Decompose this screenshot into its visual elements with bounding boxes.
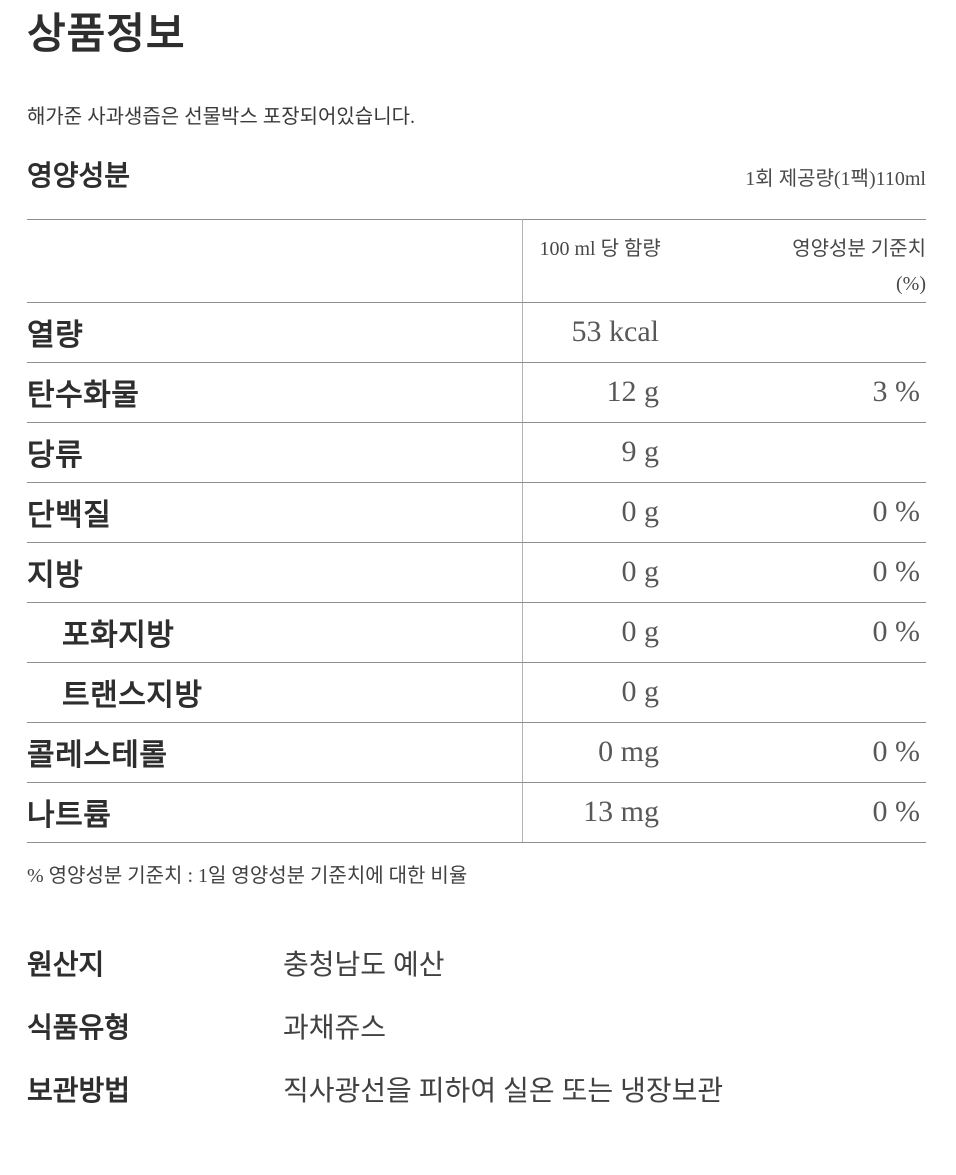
nutrition-row: 콜레스테롤 0 mg 0 % <box>27 722 926 783</box>
nutrient-amount: 0 g <box>521 542 704 603</box>
nutrient-percent <box>704 662 926 723</box>
nutrition-section-head: 영양성분 1회 제공량(1팩)110ml <box>27 160 926 194</box>
nutrient-amount: 13 mg <box>521 782 704 843</box>
nutrient-label: 지방 <box>27 542 522 603</box>
nutrient-amount: 0 mg <box>521 722 704 783</box>
nutrition-row: 지방 0 g 0 % <box>27 542 926 603</box>
detail-label: 원산지 <box>27 949 105 981</box>
nutrient-label: 단백질 <box>27 482 522 543</box>
nutrient-percent: 0 % <box>704 602 926 663</box>
detail-row: 원산지 충청남도 예산 <box>27 946 926 986</box>
nutrient-amount: 0 g <box>521 662 704 723</box>
nutrient-label: 탄수화물 <box>27 362 522 423</box>
nutrition-row: 당류 9 g <box>27 422 926 483</box>
column-header-daily-value-line1: 영양성분 기준치 <box>792 237 926 260</box>
nutrition-table: 100 ml 당 함량 영양성분 기준치 (%) 열량 53 kcal 탄수화물… <box>27 218 926 843</box>
nutrient-amount: 0 g <box>521 482 704 543</box>
nutrient-amount: 12 g <box>521 362 704 423</box>
nutrient-percent <box>704 302 926 363</box>
serving-size-note: 1회 제공량(1팩)110ml <box>745 168 926 191</box>
nutrient-percent: 0 % <box>704 482 926 543</box>
nutrient-percent: 3 % <box>704 362 926 423</box>
column-header-empty <box>27 219 522 303</box>
detail-label: 식품유형 <box>27 1012 131 1044</box>
detail-value: 과채쥬스 <box>283 1012 387 1044</box>
nutrient-percent: 0 % <box>704 722 926 783</box>
product-details: 원산지 충청남도 예산 식품유형 과채쥬스 보관방법 직사광선을 피하여 실온 … <box>27 946 926 1112</box>
nutrition-row: 열량 53 kcal <box>27 302 926 363</box>
detail-value: 직사광선을 피하여 실온 또는 냉장보관 <box>283 1075 724 1107</box>
column-header-daily-value: 영양성분 기준치 (%) <box>704 219 926 303</box>
nutrient-amount: 53 kcal <box>521 302 704 363</box>
nutrition-table-body: 열량 53 kcal 탄수화물 12 g 3 % 당류 9 g 단 <box>27 302 926 843</box>
nutrient-label: 트랜스지방 <box>27 662 522 723</box>
product-description: 해가준 사과생즙은 선물박스 포장되어있습니다. <box>27 106 415 129</box>
nutrition-row: 단백질 0 g 0 % <box>27 482 926 543</box>
nutrient-label: 열량 <box>27 302 522 363</box>
detail-row: 식품유형 과채쥬스 <box>27 1009 926 1049</box>
nutrient-percent: 0 % <box>704 782 926 843</box>
nutrient-label: 콜레스테롤 <box>27 722 522 783</box>
column-header-amount: 100 ml 당 함량 <box>521 219 704 303</box>
detail-row: 보관방법 직사광선을 피하여 실온 또는 냉장보관 <box>27 1072 926 1112</box>
nutrient-amount: 9 g <box>521 422 704 483</box>
nutrition-header-row: 100 ml 당 함량 영양성분 기준치 (%) <box>27 219 926 303</box>
nutrition-heading: 영양성분 <box>27 161 131 193</box>
nutrition-row: 트랜스지방 0 g <box>27 662 926 723</box>
nutrition-row: 포화지방 0 g 0 % <box>27 602 926 663</box>
column-header-daily-value-line2: (%) <box>896 272 926 295</box>
nutrient-amount: 0 g <box>521 602 704 663</box>
nutrition-row: 나트륨 13 mg 0 % <box>27 782 926 843</box>
page-title: 상품정보 <box>27 12 186 58</box>
nutrient-label: 포화지방 <box>27 602 522 663</box>
nutrient-label: 당류 <box>27 422 522 483</box>
nutrition-footnote: % 영양성분 기준치 : 1일 영양성분 기준치에 대한 비율 <box>27 864 468 887</box>
detail-value: 충청남도 예산 <box>283 949 445 981</box>
nutrient-percent: 0 % <box>704 542 926 603</box>
nutrient-percent <box>704 422 926 483</box>
nutrient-label: 나트륨 <box>27 782 522 843</box>
detail-label: 보관방법 <box>27 1075 131 1107</box>
nutrition-row: 탄수화물 12 g 3 % <box>27 362 926 423</box>
